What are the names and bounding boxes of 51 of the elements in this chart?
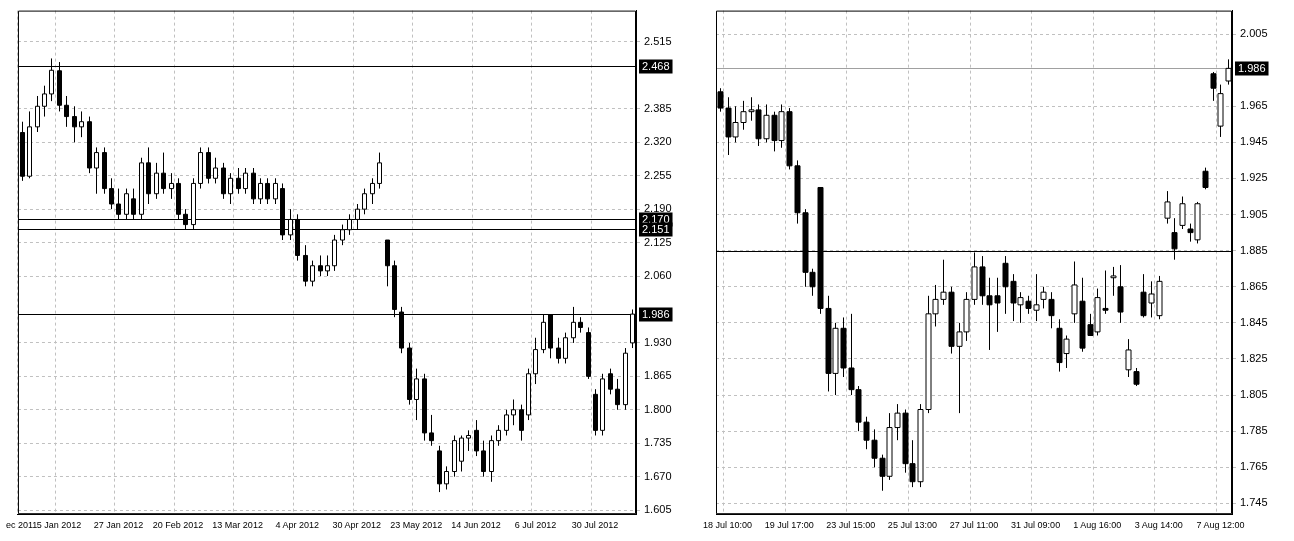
y-tick-label: 1.765 (1240, 460, 1268, 473)
y-tick-label: 1.930 (644, 335, 672, 348)
x-tick-label: 18 Jul 10:00 (703, 520, 753, 531)
x-tick-label: 25 Jul 13:00 (887, 520, 937, 531)
y-tick-label: 1.845 (1240, 315, 1268, 328)
y-tick-label: 2.320 (644, 135, 672, 148)
y-tick-label: 2.125 (644, 235, 672, 248)
y-tick-label: 1.945 (1240, 135, 1268, 148)
x-tick-label: 27 Jul 11:00 (949, 520, 999, 531)
y-tick-label: 2.255 (644, 168, 672, 181)
x-tick-label: 30 Jul 2012 (571, 520, 619, 531)
y-tick-label: 1.785 (1240, 424, 1268, 437)
y-tick-label: 2.190 (644, 202, 672, 215)
x-tick-label: ec 2011 (6, 520, 38, 531)
x-tick-label: 13 Mar 2012 (212, 520, 263, 531)
ref-line-label: 2.468 (642, 59, 670, 72)
x-tick-label: 3 Aug 14:00 (1134, 520, 1183, 531)
x-tick-label: 5 Jan 2012 (36, 520, 82, 531)
y-tick-label: 1.805 (1240, 388, 1268, 401)
y-tick-label: 1.745 (1240, 496, 1268, 509)
y-tick-label: 1.865 (1240, 279, 1268, 292)
y-tick-label: 2.515 (644, 35, 672, 48)
x-tick-label: 30 Apr 2012 (332, 520, 382, 531)
y-tick-label: 1.925 (1240, 171, 1268, 184)
x-tick-label: 23 Jul 15:00 (826, 520, 876, 531)
x-tick-label: 6 Jul 2012 (514, 520, 557, 531)
x-tick-label: 4 Apr 2012 (275, 520, 319, 531)
x-tick-label: 1 Aug 16:00 (1073, 520, 1122, 531)
x-tick-label: 19 Jul 17:00 (764, 520, 814, 531)
y-tick-label: 2.005 (1240, 27, 1268, 40)
y-tick-label: 1.605 (644, 503, 672, 516)
ref-line-label: 2.151 (642, 222, 670, 235)
y-tick-label: 1.800 (644, 402, 672, 415)
x-tick-label: 7 Aug 12:00 (1196, 520, 1245, 531)
y-tick-label: 1.735 (644, 436, 672, 449)
x-tick-label: 27 Jan 2012 (93, 520, 144, 531)
y-tick-label: 1.670 (644, 469, 672, 482)
ref-line-label: 2.170 (642, 212, 670, 225)
x-tick-label: 23 May 2012 (390, 520, 443, 531)
y-tick-label: 1.885 (1240, 243, 1268, 256)
y-tick-label: 2.385 (644, 101, 672, 114)
x-tick-label: 14 Jun 2012 (451, 520, 501, 531)
y-tick-label: 1.825 (1240, 352, 1268, 364)
x-tick-label: 20 Feb 2012 (152, 520, 204, 531)
ref-line-label: 1.986 (642, 307, 670, 320)
y-tick-label: 1.865 (644, 369, 672, 382)
y-tick-label: 2.060 (644, 269, 672, 282)
y-tick-label: 1.905 (1240, 207, 1268, 220)
x-tick-label: 31 Jul 09:00 (1011, 520, 1061, 531)
ref-line-label: 1.986 (1238, 61, 1266, 74)
y-tick-label: 1.965 (1240, 99, 1268, 112)
